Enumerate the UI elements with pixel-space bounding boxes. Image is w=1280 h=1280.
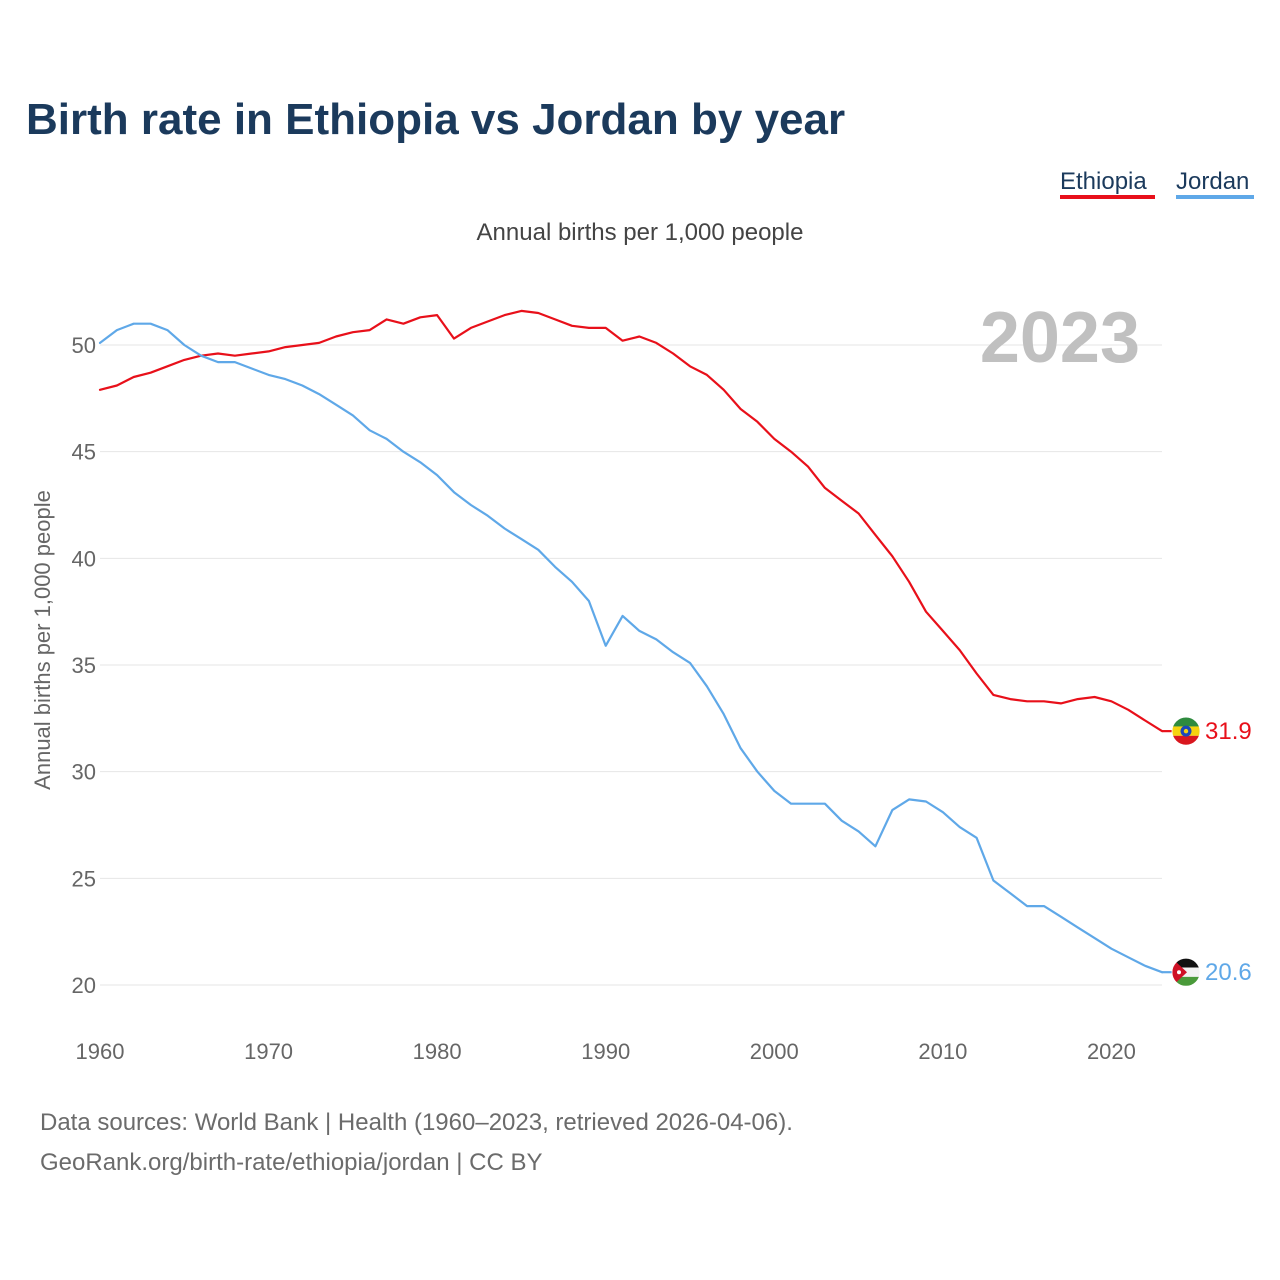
y-tick-label-45: 45 (72, 440, 96, 465)
y-tick-label-35: 35 (72, 653, 96, 678)
ethiopia-flag-icon (1171, 716, 1201, 746)
chart-title: Birth rate in Ethiopia vs Jordan by year (26, 95, 845, 144)
x-tick-label-1990: 1990 (581, 1039, 630, 1064)
series-line-ethiopia[interactable] (98, 309, 1164, 733)
x-tick-label-2020: 2020 (1087, 1039, 1136, 1064)
end-value-label-ethiopia: 31.9 (1205, 718, 1252, 745)
y-axis-ticks: 20 25 30 35 40 45 50 (72, 333, 96, 998)
y-axis-label: Annual births per 1,000 people (30, 490, 55, 790)
legend-swatch-jordan (1176, 195, 1254, 199)
chart-subtitle: Annual births per 1,000 people (477, 219, 804, 246)
x-axis-ticks: 1960 1970 1980 1990 2000 2010 2020 (76, 1039, 1136, 1064)
end-markers: 31.9 20.6 (1162, 716, 1252, 987)
x-tick-label-1960: 1960 (76, 1039, 125, 1064)
series-line-jordan[interactable] (98, 322, 1164, 974)
legend-label-ethiopia[interactable]: Ethiopia (1060, 168, 1147, 195)
x-tick-label-1980: 1980 (413, 1039, 462, 1064)
y-tick-label-40: 40 (72, 546, 96, 571)
y-tick-label-30: 30 (72, 760, 96, 785)
legend-item-ethiopia[interactable]: Ethiopia (1060, 168, 1155, 199)
jordan-flag-icon (1171, 957, 1201, 987)
legend-swatch-ethiopia (1060, 195, 1155, 199)
y-tick-label-50: 50 (72, 333, 96, 358)
series-lines (98, 309, 1164, 974)
x-tick-label-2000: 2000 (750, 1039, 799, 1064)
x-tick-label-2010: 2010 (918, 1039, 967, 1064)
y-tick-label-20: 20 (72, 973, 96, 998)
gridlines (100, 344, 1162, 986)
source-line-1: Data sources: World Bank | Health (1960–… (40, 1109, 793, 1136)
x-tick-label-1970: 1970 (244, 1039, 293, 1064)
source-line-2[interactable]: GeoRank.org/birth-rate/ethiopia/jordan |… (40, 1149, 543, 1176)
legend-label-jordan[interactable]: Jordan (1176, 168, 1249, 195)
legend-item-jordan[interactable]: Jordan (1176, 168, 1254, 199)
current-year-label: 2023 (980, 298, 1140, 378)
end-value-label-jordan: 20.6 (1205, 959, 1252, 986)
legend: Ethiopia Jordan (1060, 168, 1254, 199)
y-tick-label-25: 25 (72, 866, 96, 891)
